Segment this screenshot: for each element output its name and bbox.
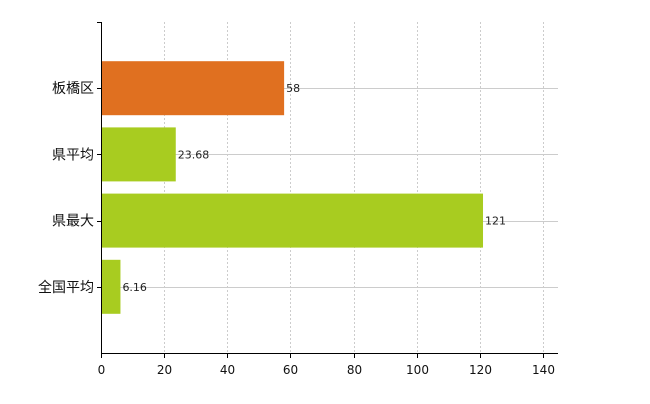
x-tick-label: 80 [347,363,362,377]
bar-value-label: 58 [286,82,300,95]
bar-3 [102,193,484,248]
bar-1 [102,61,285,116]
x-tick-label: 40 [220,363,235,377]
x-tick-label: 140 [532,363,555,377]
category-label: 全国平均 [38,279,94,296]
x-tick-label: 60 [283,363,298,377]
category-label: 県平均 [52,147,94,163]
x-tick-label: 0 [98,363,106,377]
bar-value-label: 6.16 [122,281,147,294]
x-tick-label: 20 [157,363,172,377]
bar-2 [102,127,176,182]
x-tick-label: 100 [406,363,429,377]
data-labels: 58 23.68 121 6.16 [122,82,506,294]
category-label: 板橋区 [52,81,94,97]
category-label: 県最大 [52,214,94,230]
bars [102,61,484,314]
bar-value-label: 121 [485,215,506,228]
x-tick-label: 120 [469,363,492,377]
bar-value-label: 23.68 [178,148,210,161]
bar-4 [102,259,121,314]
